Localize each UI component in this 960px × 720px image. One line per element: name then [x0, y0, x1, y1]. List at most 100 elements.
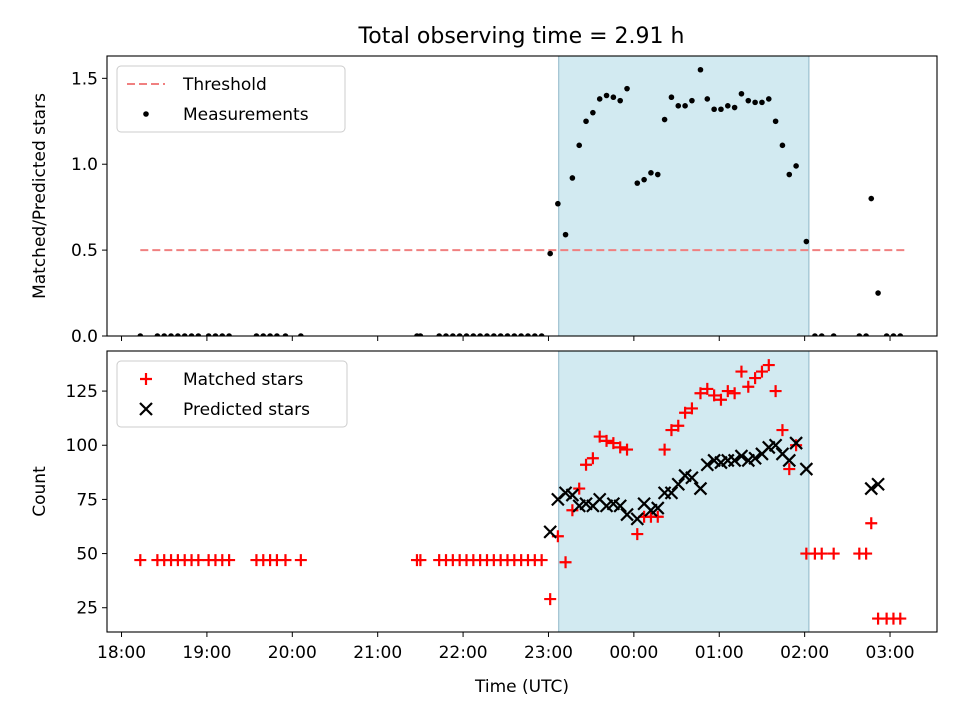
measurement-point: [282, 333, 289, 336]
matched-point: [714, 393, 727, 406]
measurement-point: [724, 103, 731, 109]
matched-point: [593, 430, 606, 443]
matched-point: [223, 554, 236, 567]
measurement-point: [175, 333, 181, 336]
measurement-point: [759, 99, 765, 106]
measurement-point: [890, 333, 897, 336]
matched-point: [685, 402, 698, 415]
x-tick-label: 20:00: [268, 643, 317, 663]
measurement-point: [868, 195, 875, 202]
measurement-point: [772, 118, 779, 125]
matched-point: [580, 458, 593, 471]
matched-point: [694, 387, 707, 400]
measurement-point: [569, 175, 576, 181]
measurement-point: [436, 333, 442, 336]
measurement-point: [634, 180, 641, 186]
matched-point: [279, 554, 292, 567]
matched-point: [721, 385, 734, 398]
measurement-point: [484, 333, 490, 336]
measurement-point: [745, 97, 752, 104]
predicted-point: [543, 525, 557, 539]
panel-2: 25 50 75 100 125 18:00 19:00 20:00 21:00 22:00 23:…: [30, 350, 938, 697]
matched-point: [535, 554, 548, 567]
x-tick-label: 18:00: [97, 643, 146, 663]
measurement-point: [497, 333, 504, 336]
measurement-point: [765, 96, 772, 102]
measurement-point: [470, 333, 477, 336]
predicted-point: [748, 451, 762, 466]
predicted-point: [799, 462, 814, 476]
measurement-point: [518, 333, 524, 336]
measurement-point: [205, 333, 212, 336]
predicted-point: [565, 488, 580, 502]
predicted-point: [630, 512, 645, 526]
y-axis-label: Count: [30, 466, 50, 517]
measurement-point: [212, 333, 219, 336]
measurement-point: [443, 333, 449, 336]
measurement-point: [711, 106, 717, 113]
matched-point: [672, 419, 685, 432]
legend-box: [116, 360, 348, 428]
plot-area: [134, 359, 907, 625]
measurement-point: [547, 250, 553, 257]
measurement-point: [590, 109, 596, 116]
matched-point: [651, 510, 664, 523]
matched-point: [894, 612, 907, 625]
predicted-point: [620, 507, 634, 522]
measurement-point: [738, 90, 745, 97]
measurement-point: [562, 231, 569, 238]
measurement-point: [195, 333, 202, 336]
y-tick-label: 25: [76, 599, 98, 619]
measurement-point: [137, 333, 144, 336]
y-tick-label: 0.0: [71, 327, 98, 347]
matched-point: [860, 547, 873, 560]
matched-point: [742, 380, 755, 393]
measurement-point: [803, 238, 810, 245]
x-tick-label: 00:00: [609, 643, 658, 663]
matched-point: [776, 424, 789, 437]
measurement-point: [668, 94, 675, 101]
matched-point: [658, 443, 671, 456]
legend-predicted-swatch: [139, 402, 153, 416]
y-tick-label: 1.5: [71, 69, 98, 89]
predicted-point: [685, 470, 699, 485]
measurement-point: [253, 333, 260, 336]
y-tick-label: 50: [76, 545, 98, 565]
y-axis-label: Matched/Predicted stars: [30, 93, 50, 299]
matched-point: [735, 365, 748, 378]
measurement-point: [704, 96, 711, 102]
matched-point: [607, 437, 620, 450]
x-tick-label: 03:00: [866, 643, 915, 663]
y-tick-label: 75: [76, 490, 98, 510]
matched-point: [783, 463, 796, 476]
measurement-point: [511, 333, 518, 336]
matched-point: [749, 372, 762, 385]
plot-area: [137, 66, 905, 336]
measurement-point: [682, 103, 688, 109]
measurement-point: [661, 116, 668, 123]
measurement-point: [863, 333, 869, 336]
measurement-point: [718, 106, 724, 113]
matched-point: [728, 387, 741, 400]
legend-box: [116, 65, 346, 133]
x-axis-label: Time (UTC): [474, 677, 569, 697]
predicted-point: [727, 453, 742, 468]
predicted-point: [734, 449, 749, 463]
measurement-point: [477, 333, 483, 336]
legend: Matched stars Predicted stars: [116, 360, 348, 428]
measurement-point: [697, 66, 704, 73]
measurement-point: [456, 333, 463, 336]
matched-point: [134, 554, 147, 567]
observing-window-shade: [558, 350, 810, 633]
measurement-point: [219, 333, 226, 336]
measurement-point: [161, 333, 168, 336]
matched-point: [815, 547, 828, 560]
y-tick-label: 1.0: [71, 155, 98, 175]
measurement-point: [731, 104, 738, 111]
measurement-point: [603, 92, 610, 99]
matched-point: [586, 452, 599, 465]
measurement-point: [168, 333, 174, 336]
measurement-point: [786, 171, 793, 178]
axes-frame: [106, 350, 938, 633]
x-tick-label: 23:00: [524, 643, 573, 663]
